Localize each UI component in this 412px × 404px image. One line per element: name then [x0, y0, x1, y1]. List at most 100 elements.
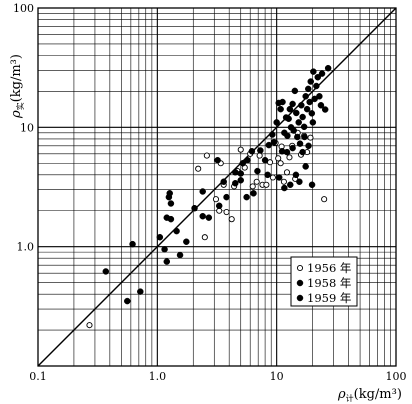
- data-points: [86, 64, 332, 329]
- data-point: [129, 240, 136, 248]
- data-point: [220, 178, 227, 185]
- data-point: [284, 132, 291, 140]
- data-point: [277, 105, 284, 113]
- data-point: [281, 184, 288, 192]
- data-point: [302, 93, 309, 100]
- data-point: [286, 105, 294, 113]
- data-point: [318, 70, 326, 77]
- data-point: [305, 142, 312, 150]
- data-point: [250, 190, 257, 197]
- data-point: [309, 119, 317, 126]
- data-point: [237, 146, 244, 153]
- data-point: [307, 78, 314, 85]
- reference-line: [38, 8, 396, 366]
- data-point: [86, 322, 93, 329]
- data-point: [244, 156, 251, 164]
- data-point: [293, 109, 300, 117]
- data-point: [137, 288, 144, 295]
- data-point: [296, 178, 303, 185]
- data-point: [167, 200, 175, 207]
- legend-label: 1958 年: [307, 276, 351, 290]
- data-point: [161, 246, 168, 253]
- data-point: [283, 169, 291, 176]
- data-point: [295, 119, 302, 126]
- data-point: [278, 148, 286, 155]
- y-axis-label: ρ实(kg/m³): [9, 54, 25, 119]
- data-point: [212, 196, 220, 203]
- data-point: [232, 169, 239, 176]
- plot-frame: [37, 7, 397, 367]
- grid: [38, 8, 396, 366]
- data-point: [237, 170, 244, 177]
- legend-label: 1959 年: [307, 291, 351, 305]
- data-point: [289, 100, 296, 108]
- data-point: [299, 113, 306, 121]
- legend-label: 1956 年: [307, 261, 351, 275]
- data-point: [223, 209, 230, 216]
- data-point: [286, 154, 293, 161]
- data-point: [203, 152, 210, 159]
- data-point: [298, 102, 305, 109]
- x-tick-label: 10: [270, 370, 284, 383]
- data-point: [256, 152, 263, 159]
- data-point: [163, 214, 171, 221]
- x-tick-label: 100: [386, 370, 407, 383]
- series-2: [156, 64, 332, 241]
- data-point: [214, 156, 221, 164]
- data-point: [228, 216, 235, 223]
- data-point: [275, 174, 283, 181]
- data-point: [264, 171, 271, 179]
- data-point: [270, 138, 278, 146]
- x-tick-label: 0.1: [29, 370, 47, 383]
- data-point: [163, 258, 171, 265]
- data-point: [280, 178, 287, 185]
- data-point: [291, 87, 299, 95]
- y-tick-label: 1.0: [17, 241, 35, 254]
- data-point: [239, 160, 247, 167]
- data-point: [253, 178, 260, 185]
- data-point: [308, 110, 316, 117]
- y-tick-label: 10: [20, 121, 34, 134]
- data-point: [292, 171, 300, 179]
- data-point: [294, 133, 301, 141]
- data-point: [307, 134, 314, 141]
- data-point: [102, 268, 110, 275]
- y-tick-label: 100: [13, 2, 34, 15]
- data-point: [249, 183, 256, 190]
- data-point: [248, 148, 256, 155]
- data-point: [314, 73, 322, 81]
- data-point: [277, 160, 284, 167]
- axis-tick-labels: 0.1 1.0 10 100 1.0 10 100: [13, 2, 407, 383]
- data-point: [285, 115, 292, 123]
- data-point: [269, 131, 276, 138]
- data-point: [223, 193, 230, 201]
- data-point: [261, 156, 269, 164]
- data-point: [275, 155, 282, 162]
- data-point: [215, 202, 223, 210]
- data-point: [302, 163, 309, 170]
- data-point: [287, 181, 294, 189]
- data-point: [316, 93, 323, 100]
- data-point: [269, 174, 276, 181]
- data-point: [232, 179, 239, 187]
- data-point: [205, 214, 213, 221]
- data-point: [156, 233, 164, 241]
- reference-line-y-equals-x: [38, 8, 396, 366]
- data-point: [176, 251, 184, 259]
- data-point: [324, 64, 332, 72]
- data-point: [321, 196, 328, 203]
- data-point: [300, 123, 308, 131]
- data-point: [310, 68, 317, 75]
- data-point: [263, 181, 270, 188]
- x-axis-label: ρ计(kg/m³): [337, 387, 402, 403]
- data-point: [306, 98, 313, 106]
- data-point: [199, 188, 206, 195]
- data-point: [265, 141, 273, 149]
- legend-marker: [296, 294, 304, 302]
- data-point: [289, 144, 296, 152]
- data-point: [279, 98, 286, 106]
- data-point: [313, 82, 320, 90]
- data-point: [254, 167, 261, 175]
